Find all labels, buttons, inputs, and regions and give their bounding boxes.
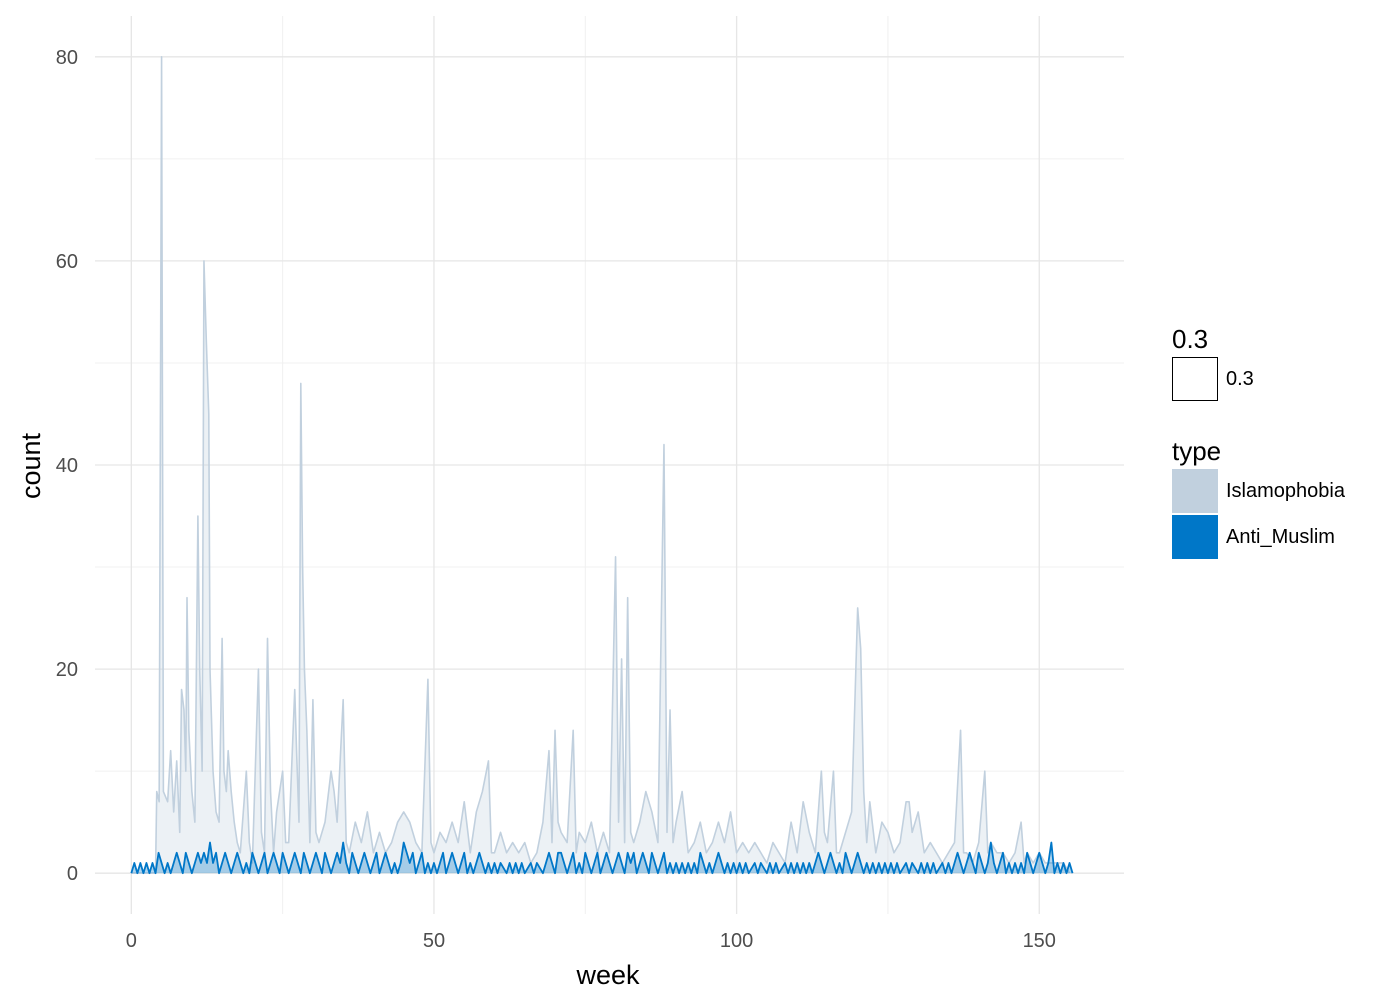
legend-entry-islamophobia: Islamophobia bbox=[1172, 468, 1392, 514]
y-tick-label: 40 bbox=[56, 455, 78, 477]
y-tick-label: 20 bbox=[56, 659, 78, 681]
anti-muslim-area bbox=[131, 842, 1073, 874]
islamophobia-swatch bbox=[1172, 469, 1218, 513]
x-axis-title: week bbox=[575, 960, 640, 990]
type-legend-title: type bbox=[1172, 436, 1222, 466]
alpha-legend-swatch bbox=[1172, 357, 1218, 401]
legend-entry-anti-muslim: Anti_Muslim bbox=[1172, 514, 1392, 560]
legend: 0.3 0.3 type Islamophobia Anti_Muslim bbox=[1172, 322, 1392, 560]
alpha-legend-label: 0.3 bbox=[1226, 367, 1254, 390]
anti-muslim-line bbox=[130, 841, 1074, 875]
y-tick-label: 80 bbox=[56, 47, 78, 69]
minor-gridlines bbox=[95, 16, 1124, 914]
anti-muslim-swatch bbox=[1172, 515, 1218, 559]
major-gridlines bbox=[95, 16, 1124, 914]
alpha-legend-title: 0.3 bbox=[1172, 324, 1209, 354]
y-tick-label: 60 bbox=[56, 251, 78, 273]
legend-label-anti-muslim: Anti_Muslim bbox=[1226, 525, 1335, 548]
x-tick-label: 100 bbox=[720, 930, 753, 952]
x-axis-ticks: 0 50 100 150 bbox=[126, 930, 1056, 952]
x-tick-label: 150 bbox=[1023, 930, 1056, 952]
legend-label-islamophobia: Islamophobia bbox=[1226, 479, 1345, 502]
x-tick-label: 0 bbox=[126, 930, 137, 952]
islamophobia-area bbox=[131, 56, 1070, 874]
y-tick-label: 0 bbox=[67, 863, 78, 885]
series-layer bbox=[130, 56, 1074, 875]
y-axis-ticks: 0 20 40 60 80 bbox=[56, 47, 78, 885]
alpha-legend-entry: 0.3 bbox=[1172, 356, 1392, 402]
islamophobia-line bbox=[131, 56, 1071, 874]
x-tick-label: 50 bbox=[423, 930, 445, 952]
y-axis-title: count bbox=[16, 432, 46, 499]
